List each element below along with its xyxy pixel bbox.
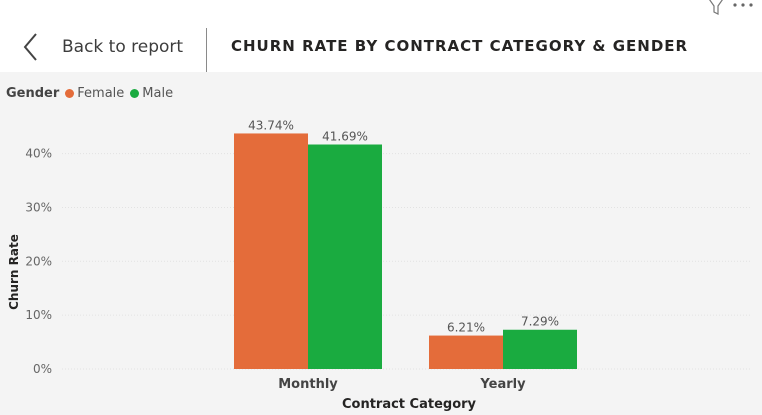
y-tick-label: 10% <box>25 308 52 322</box>
x-tick-label: Yearly <box>479 377 526 392</box>
legend-title: Gender <box>6 86 60 101</box>
back-to-report-label: Back to report <box>62 37 184 57</box>
bar-male-monthly[interactable] <box>308 144 382 369</box>
y-tick-label: 0% <box>33 362 52 376</box>
legend-item-male[interactable]: Male <box>130 86 173 101</box>
bar-female-monthly[interactable] <box>234 133 308 369</box>
legend-label-female: Female <box>77 86 125 101</box>
legend-marker-male <box>130 89 140 98</box>
bar-chart: 0% 10% 20% 30% 40% Churn Rate 43.74% 41.69% Mont… <box>7 118 752 412</box>
chevron-left-icon <box>23 33 37 61</box>
data-label: 6.21% <box>447 321 485 335</box>
data-label: 7.29% <box>521 315 559 329</box>
legend-label-male: Male <box>142 86 174 101</box>
visual-header-icons <box>704 0 756 16</box>
legend-item-female[interactable]: Female <box>65 86 124 101</box>
x-tick-label: Monthly <box>278 377 338 392</box>
legend-marker-female <box>65 89 75 98</box>
bar-female-yearly[interactable] <box>429 335 503 369</box>
report-header: Back to report CHURN RATE BY CONTRACT CA… <box>0 0 762 72</box>
y-axis-title: Churn Rate <box>7 234 21 310</box>
y-tick-label: 40% <box>25 147 52 161</box>
more-options-icon[interactable] <box>730 0 756 16</box>
data-label: 41.69% <box>322 129 368 143</box>
header-divider <box>206 28 207 72</box>
filter-icon[interactable] <box>704 0 730 16</box>
chart-legend: Gender Female Male <box>6 86 179 101</box>
back-to-report-button[interactable]: Back to report <box>18 30 183 64</box>
data-label: 43.74% <box>248 118 294 132</box>
x-axis-title: Contract Category <box>342 397 477 412</box>
page-title: CHURN RATE BY CONTRACT CATEGORY & GENDER <box>231 37 689 55</box>
chart-visual: 0% 10% 20% 30% 40% Churn Rate 43.74% 41.69% Mont… <box>0 72 762 415</box>
y-tick-label: 30% <box>25 200 52 214</box>
y-tick-label: 20% <box>25 254 52 268</box>
bar-male-yearly[interactable] <box>503 329 577 369</box>
